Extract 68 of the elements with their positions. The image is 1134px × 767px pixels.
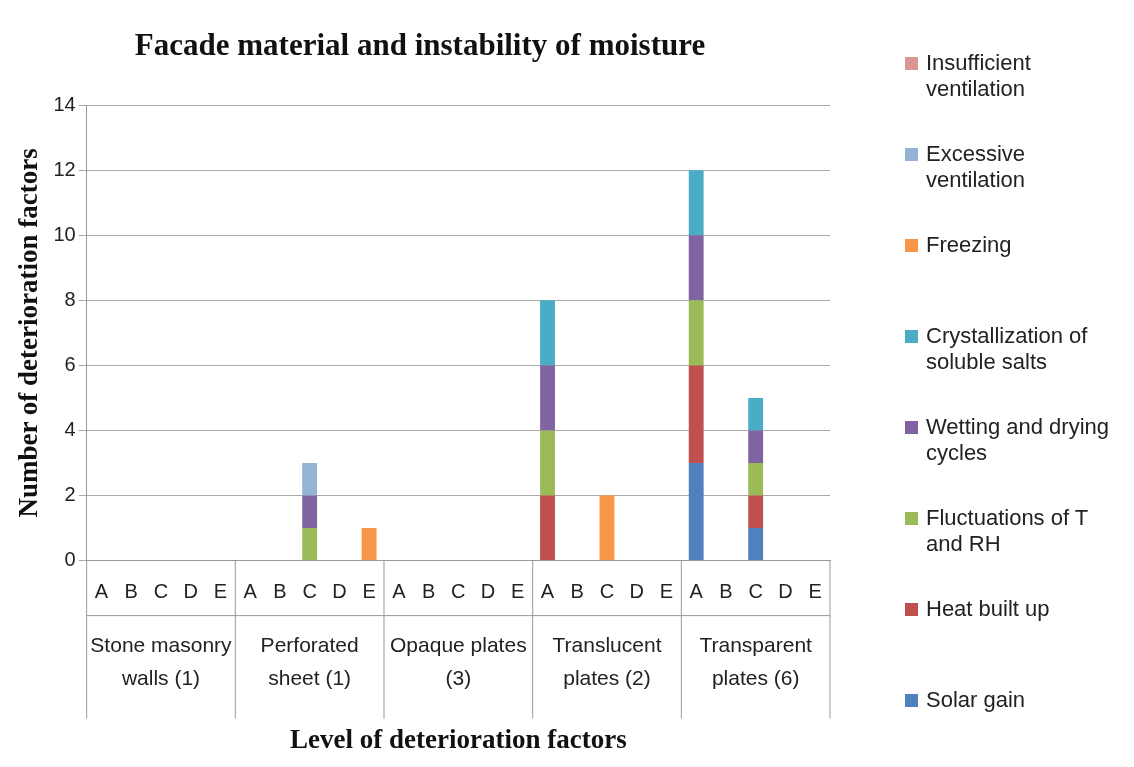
legend-label: Crystallization of soluble salts (926, 323, 1089, 375)
bar (748, 528, 764, 561)
x-tick-label: A (243, 580, 258, 603)
bar (599, 495, 615, 561)
x-tick-label: E (659, 580, 674, 603)
x-tick-label: A (689, 580, 704, 603)
text: Opaque plates (3) (390, 633, 527, 690)
x-tick-label: B (570, 580, 584, 603)
x-tick-label: D (183, 580, 198, 603)
x-tick-label: B (421, 580, 436, 603)
x-tick-label: D (629, 580, 644, 603)
x-axis-title: Level of deterioration factors (290, 723, 627, 754)
x-tick-label: C (302, 580, 317, 603)
text: Stone masonry walls (1) (90, 633, 233, 690)
y-tick-label: 4 (64, 418, 76, 440)
x-tick-label: A (540, 580, 555, 603)
chart-title: Facade material and instability of moisture (134, 26, 706, 62)
legend-label: Fluctuations of T and RH (926, 505, 1089, 557)
bar (540, 365, 555, 431)
x-tick-label: D (332, 580, 347, 603)
bar (302, 528, 318, 561)
x-tick-label: A (392, 580, 407, 603)
legend-label: Heat built up (926, 596, 1050, 622)
y-tick-label: 0 (64, 548, 76, 571)
x-tick-label: E (808, 580, 822, 603)
y-tick-label: 14 (53, 92, 76, 115)
bar (748, 397, 764, 431)
bar (540, 430, 555, 496)
x-tick-label: B (719, 580, 733, 603)
bar (688, 365, 704, 464)
x-tick-label: C (748, 580, 763, 603)
legend-label: Insufficient ventilation (926, 50, 1032, 102)
bar (748, 495, 764, 529)
x-tick-label: E (511, 580, 525, 603)
y-axis-title: Number of deterioration factors (13, 148, 44, 518)
x-tick-label: E (213, 580, 228, 603)
x-tick-label: D (480, 580, 496, 603)
text: Transparent plates (6) (699, 633, 813, 690)
x-tick-label: C (451, 580, 466, 603)
legend-label: Excessive ventilation (926, 141, 1027, 193)
text: Perforated sheet (1) (260, 633, 359, 690)
bar (688, 300, 704, 366)
x-tick-label: B (273, 580, 287, 603)
x-tick-label: E (362, 580, 376, 603)
x-tick-label: A (94, 580, 109, 603)
x-tick-label: C (599, 580, 615, 603)
bar (748, 463, 764, 496)
bar (688, 235, 704, 301)
bar (302, 495, 318, 529)
bar (540, 495, 555, 561)
y-tick-label: 10 (53, 222, 76, 245)
bar (688, 463, 704, 561)
y-tick-label: 12 (53, 157, 76, 180)
x-tick-label: C (153, 580, 169, 603)
bar (688, 170, 704, 236)
x-tick-label: B (124, 580, 138, 603)
text: Translucent plates (2) (552, 633, 662, 690)
y-tick-label: 6 (64, 352, 76, 375)
legend-label: Wetting and drying cycles (926, 414, 1111, 466)
legend-label: Freezing (926, 232, 1012, 258)
legend-label: Solar gain (926, 687, 1026, 713)
y-tick-label: 8 (64, 287, 76, 310)
bar (361, 528, 377, 561)
bar (302, 463, 318, 496)
x-tick-label: D (778, 580, 793, 603)
bar (748, 430, 764, 464)
bar (540, 300, 555, 366)
y-tick-label: 2 (64, 483, 76, 506)
